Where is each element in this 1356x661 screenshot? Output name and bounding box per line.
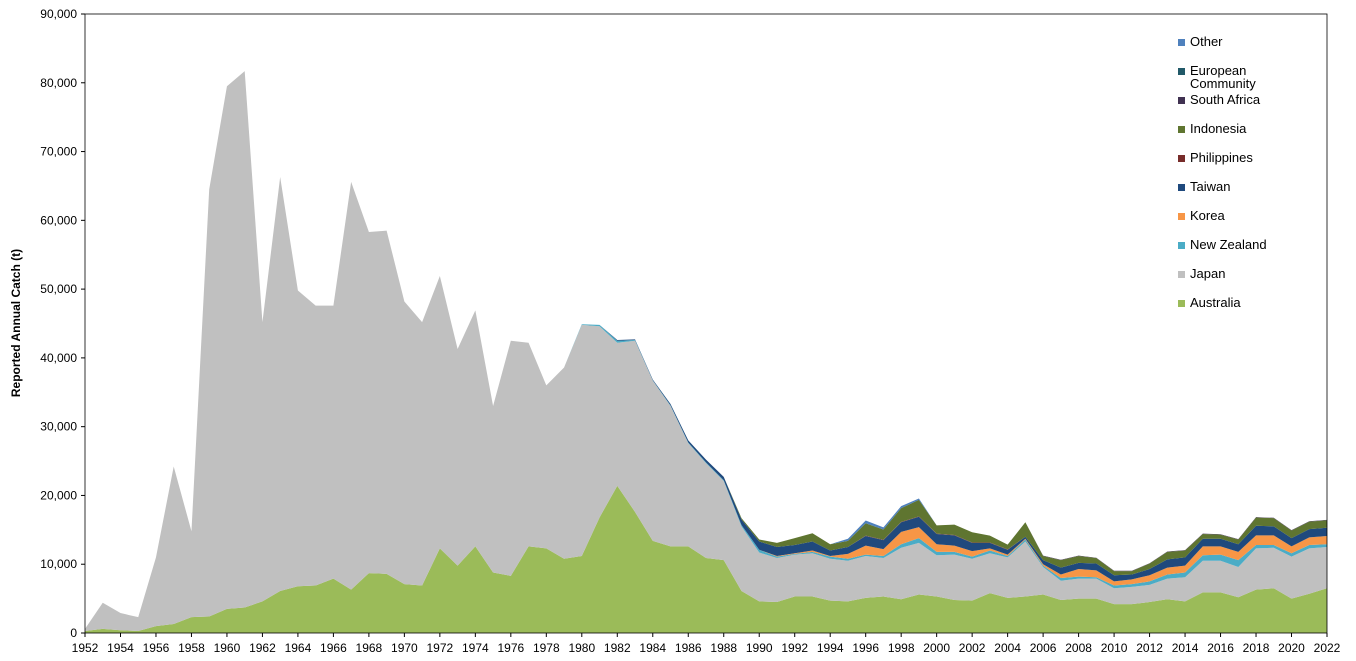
x-tick-label: 1972: [427, 641, 454, 655]
x-tick-label: 1974: [462, 641, 489, 655]
x-tick-label: 1980: [568, 641, 595, 655]
legend-item: Other: [1178, 35, 1298, 64]
area: [85, 485, 1327, 633]
y-tick-label: 10,000: [40, 557, 77, 571]
legend-item: Taiwan: [1178, 180, 1298, 209]
x-tick-label: 2008: [1065, 641, 1092, 655]
x-tick-label: 1990: [746, 641, 773, 655]
legend-swatch: [1178, 184, 1185, 191]
y-tick-label: 40,000: [40, 351, 77, 365]
x-tick-label: 1970: [391, 641, 418, 655]
areas: [85, 71, 1327, 633]
legend-swatch: [1178, 97, 1185, 104]
legend-item: New Zealand: [1178, 238, 1298, 267]
x-tick-label: 1986: [675, 641, 702, 655]
x-tick-label: 1976: [497, 641, 524, 655]
legend-label: Other: [1190, 34, 1223, 49]
x-tick-label: 1964: [285, 641, 312, 655]
legend-item: South Africa: [1178, 93, 1298, 122]
legend: Other European Community South Africa Indon…: [1178, 35, 1298, 325]
x-tick-label: 2010: [1101, 641, 1128, 655]
legend-label: New Zealand: [1190, 237, 1267, 252]
y-tick-label: 30,000: [40, 420, 77, 434]
legend-label: Korea: [1190, 208, 1225, 223]
legend-item: European Community: [1178, 64, 1298, 93]
y-tick-label: 80,000: [40, 76, 77, 90]
y-tick-label: 20,000: [40, 488, 77, 502]
legend-swatch: [1178, 155, 1185, 162]
x-tick-label: 2012: [1136, 641, 1163, 655]
legend-swatch: [1178, 39, 1185, 46]
x-tick-label: 2004: [994, 641, 1021, 655]
legend-item: Philippines: [1178, 151, 1298, 180]
x-tick-label: 1978: [533, 641, 560, 655]
x-tick-label: 2006: [1030, 641, 1057, 655]
x-tick-label: 1958: [178, 641, 205, 655]
legend-label: South Africa: [1190, 92, 1261, 107]
x-tick-label: 1998: [888, 641, 915, 655]
legend-label: European Community: [1190, 63, 1256, 91]
legend-swatch: [1178, 68, 1185, 75]
x-tick-label: 2000: [923, 641, 950, 655]
legend-item: Korea: [1178, 209, 1298, 238]
legend-swatch: [1178, 300, 1185, 307]
y-axis-label: Reported Annual Catch (t): [9, 249, 23, 397]
x-tick-label: 1954: [107, 641, 134, 655]
legend-item: Indonesia: [1178, 122, 1298, 151]
legend-label: Philippines: [1190, 150, 1253, 165]
x-tick-label: 1960: [214, 641, 241, 655]
x-tick-label: 2014: [1172, 641, 1199, 655]
x-tick-label: 2018: [1243, 641, 1270, 655]
legend-item: Australia: [1178, 296, 1298, 325]
legend-item: Japan: [1178, 267, 1298, 296]
x-tick-label: 1984: [639, 641, 666, 655]
y-tick-label: 0: [70, 626, 77, 640]
x-tick-label: 2016: [1207, 641, 1234, 655]
y-tick-label: 50,000: [40, 282, 77, 296]
legend-swatch: [1178, 126, 1185, 133]
x-tick-label: 1966: [320, 641, 347, 655]
y-tick-label: 90,000: [40, 7, 77, 21]
x-tick-label: 1956: [143, 641, 170, 655]
legend-label: Indonesia: [1190, 121, 1247, 136]
x-tick-label: 1962: [249, 641, 276, 655]
legend-swatch: [1178, 271, 1185, 278]
plot-frame: [84, 13, 1328, 634]
legend-swatch: [1178, 242, 1185, 249]
y-tick-label: 70,000: [40, 145, 77, 159]
x-tick-label: 1982: [604, 641, 631, 655]
x-tick-label: 2020: [1278, 641, 1305, 655]
y-tick-label: 60,000: [40, 213, 77, 227]
x-tick-label: 2022: [1314, 641, 1341, 655]
x-tick-label: 1988: [710, 641, 737, 655]
x-tick-label: 2002: [959, 641, 986, 655]
x-tick-label: 1992: [781, 641, 808, 655]
x-tick-label: 1952: [72, 641, 99, 655]
area: [85, 71, 1327, 631]
x-tick-label: 1996: [852, 641, 879, 655]
legend-label: Australia: [1190, 295, 1241, 310]
legend-label: Japan: [1190, 266, 1226, 281]
x-tick-label: 1968: [356, 641, 383, 655]
legend-swatch: [1178, 213, 1185, 220]
legend-label: Taiwan: [1190, 179, 1231, 194]
x-tick-label: 1994: [817, 641, 844, 655]
